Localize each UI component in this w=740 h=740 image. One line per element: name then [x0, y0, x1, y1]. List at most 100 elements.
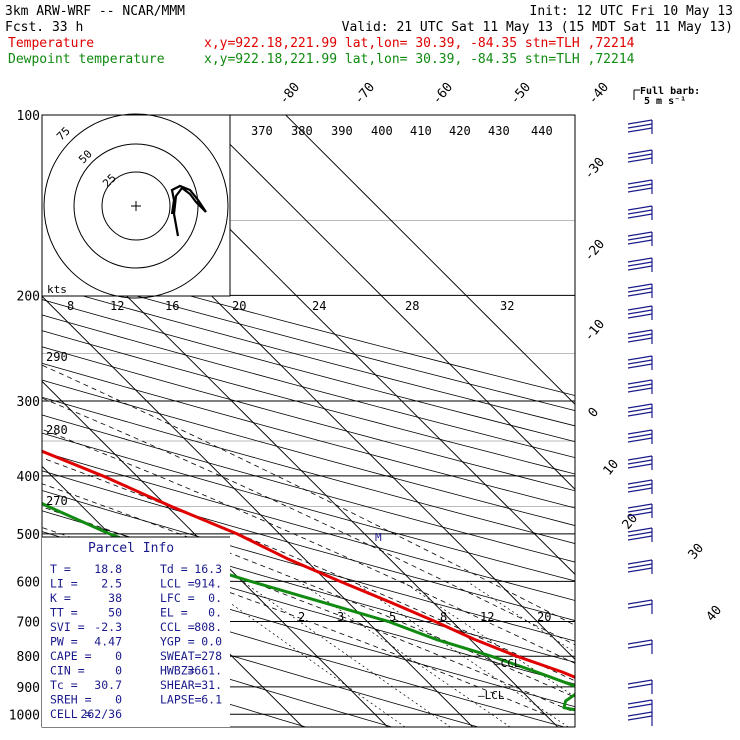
parcel-info-box: Parcel Info T = 18.8 Td = 16.3 LI = 2.5 LCL = 9…	[42, 536, 230, 727]
dry-adiabat	[42, 510, 575, 663]
temperature-profile	[42, 449, 575, 679]
mixing-ratio-label-12: 12	[110, 299, 124, 313]
mixing-ratio-label-16: 16	[165, 299, 179, 313]
parcel-info-cell: 4.47	[94, 635, 122, 649]
theta-label-420: 420	[449, 124, 471, 138]
parcel-info-cell: 0.0	[201, 635, 222, 649]
parcel-info-cell: HWBZ=	[160, 664, 195, 678]
wind-barb	[627, 305, 653, 320]
theta-label-430: 430	[488, 124, 510, 138]
wind-barb	[627, 379, 653, 394]
parcel-info-cell: 278	[201, 649, 222, 663]
wind-barb	[627, 639, 653, 654]
parcel-info-cell: 18.8	[94, 562, 122, 576]
parcel-info-cell: LCL =	[160, 577, 195, 591]
mixing-ratio-label-32: 32	[500, 299, 514, 313]
pressure-label-700: 700	[17, 615, 40, 630]
parcel-info-cell: TT =	[50, 606, 78, 620]
parcel-info-cell: 3661.	[187, 664, 222, 678]
dry-adiabat	[42, 451, 575, 601]
pressure-label-500: 500	[17, 528, 40, 543]
pressure-label-300: 300	[17, 395, 40, 410]
theta-label-440: 440	[531, 124, 553, 138]
wind-barb	[627, 527, 653, 542]
mixing-ratio-label-low-5: 5	[389, 610, 396, 624]
hodograph-units: kts	[47, 283, 67, 296]
mixing-ratio-line	[466, 581, 575, 653]
dry-adiabat	[42, 269, 575, 411]
parcel-info-cell: YGP =	[160, 635, 195, 649]
parcel-info-cell: T =	[50, 562, 71, 576]
parcel-info-cell: K =	[50, 591, 71, 605]
isotherm	[42, 720, 49, 727]
mixing-ratio-label-low-12: 12	[480, 610, 494, 624]
theta-label-290: 290	[46, 350, 68, 364]
hodograph: 75 50 25 kts	[41, 113, 231, 299]
wind-barb	[627, 231, 653, 246]
mixing-ratio-label-8: 8	[67, 299, 74, 313]
hodograph-trace	[170, 184, 207, 237]
isotherm-label-0: 0	[586, 405, 603, 421]
pressure-label-1000: 1000	[9, 708, 40, 723]
parcel-info-cell: 50	[108, 606, 122, 620]
mixing-ratio-line	[199, 581, 406, 727]
parcel-info-cell: LFC =	[160, 591, 195, 605]
isotherm-label--20: -20	[582, 237, 609, 265]
parcel-info-cell: 0	[115, 649, 122, 663]
isotherm-label-30: 30	[686, 541, 708, 563]
moist-adiabat	[42, 527, 546, 715]
parcel-info-cell: PW =	[50, 635, 78, 649]
lcl-marker: —LCL	[478, 689, 505, 702]
legend-temperature: Temperature	[8, 36, 94, 51]
parcel-info-cell: -2.3	[94, 620, 122, 634]
mixing-ratio-label-20: 20	[232, 299, 246, 313]
wind-barb	[627, 679, 653, 694]
parcel-info-cell: CCL =	[160, 620, 195, 634]
wind-barb	[627, 455, 653, 470]
theta-label-390: 390	[331, 124, 353, 138]
ccl-marker: —CCL	[494, 657, 521, 670]
m-marker: M	[375, 531, 382, 544]
parcel-info-cell: Td =	[160, 562, 188, 576]
pressure-label-600: 600	[17, 575, 40, 590]
legend-dewpoint-location: x,y=922.18,221.99 lat,lon= 30.39, -84.35…	[204, 52, 635, 67]
isotherm-label--40: -40	[586, 80, 613, 108]
parcel-info-cell: 914.	[194, 577, 222, 591]
mixing-ratio-label-24: 24	[312, 299, 326, 313]
wind-barb	[627, 699, 653, 714]
isotherm-label--80: -80	[277, 80, 304, 108]
parcel-info-cell: 6.1	[201, 693, 222, 707]
forecast-hour: Fcst. 33 h	[5, 20, 83, 35]
parcel-info-cell: CAPE =	[50, 649, 92, 663]
dry-adiabat	[42, 346, 575, 492]
wind-barb	[627, 599, 653, 614]
barb-key-units: 5 m s⁻¹	[644, 96, 686, 107]
isotherm-label-40: 40	[704, 603, 726, 625]
dry-adiabat	[42, 597, 479, 727]
parcel-info-cell: CELL =	[50, 707, 92, 721]
parcel-info-cell: SWEAT=	[160, 649, 202, 663]
theta-label-400: 400	[371, 124, 393, 138]
dry-adiabat	[42, 299, 575, 443]
moist-adiabat	[42, 428, 575, 664]
parcel-info-cell: Tc =	[50, 678, 78, 692]
wind-barb	[627, 149, 653, 164]
theta-label-410: 410	[410, 124, 432, 138]
parcel-info-cell: 30.7	[94, 678, 122, 692]
valid-time: Valid: 21 UTC Sat 11 May 13 (15 MDT Sat …	[342, 20, 733, 35]
dry-adiabat	[42, 330, 575, 475]
parcel-info-cell: SREH =	[50, 693, 92, 707]
parcel-info-cell: SVI =	[50, 620, 85, 634]
parcel-info-cell: 808.	[194, 620, 222, 634]
parcel-info-cell: CIN =	[50, 664, 85, 678]
theta-label-370: 370	[251, 124, 273, 138]
pressure-label-900: 900	[17, 681, 40, 696]
parcel-info-cell: 262/36	[80, 707, 122, 721]
isotherm-label--60: -60	[430, 80, 457, 108]
wind-barb	[627, 283, 653, 298]
dry-adiabat	[42, 470, 575, 621]
parcel-info-cell: 38	[108, 591, 122, 605]
pressure-label-100: 100	[17, 109, 40, 124]
model-title: 3km ARW-WRF -- NCAR/MMM	[5, 4, 185, 19]
dry-adiabat	[42, 314, 575, 459]
